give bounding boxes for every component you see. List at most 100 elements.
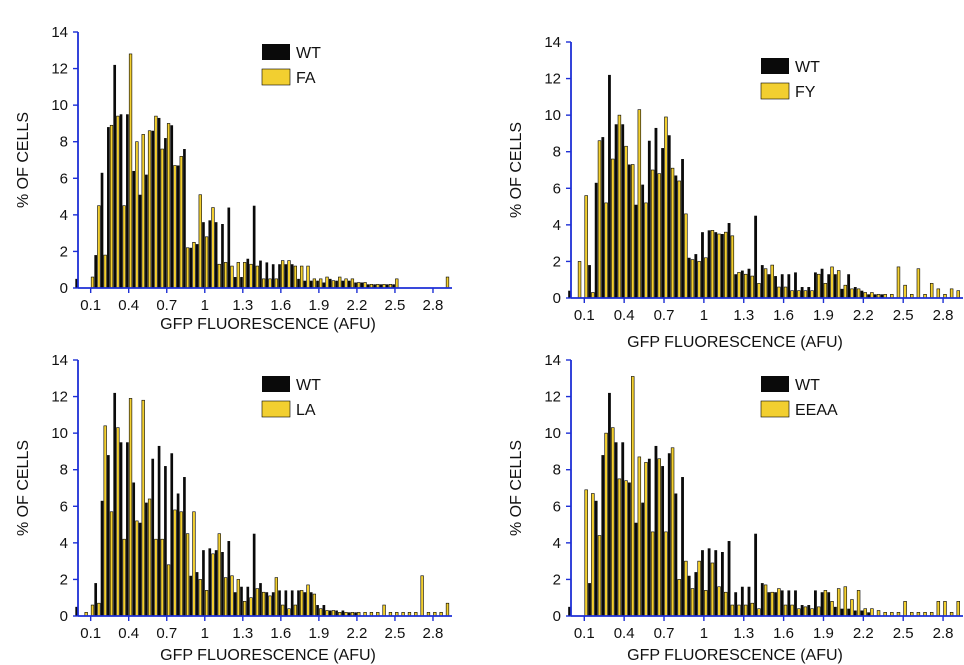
bar-wt-34 — [303, 280, 307, 288]
bar-wt-23 — [734, 274, 738, 298]
x-tick-label: 0.7 — [156, 625, 177, 642]
bar-fa-11 — [160, 148, 164, 289]
bar-wt-39 — [840, 288, 844, 298]
bar-wt-0 — [75, 606, 78, 616]
bar-eeaa-41 — [856, 590, 861, 617]
bar-wt-17 — [694, 254, 698, 298]
bar-wt-0 — [568, 290, 571, 298]
y-tick-label: 0 — [553, 608, 561, 625]
bar-wt-8 — [634, 522, 638, 616]
bar-wt-9 — [145, 174, 148, 288]
x-tick-label: 0.1 — [574, 307, 595, 324]
y-tick-label: 14 — [544, 352, 561, 369]
bar-eeaa-20 — [717, 586, 721, 617]
bar-wt-37 — [322, 605, 326, 616]
bar-wt-28 — [767, 274, 771, 298]
bar-la-14 — [173, 509, 177, 617]
bar-la-6 — [122, 538, 126, 617]
bar-wt-30 — [780, 274, 784, 298]
x-tick-label: 0.1 — [80, 297, 101, 314]
bar-eeaa-8 — [637, 456, 642, 617]
bar-wt-7 — [132, 482, 136, 616]
bar-fa-48 — [395, 278, 399, 289]
x-tick-label: 1 — [700, 307, 708, 324]
legend: WT FY — [760, 58, 820, 101]
bar-wt-20 — [214, 550, 218, 616]
bar-eeaa-14 — [677, 579, 681, 617]
bar-wt-18 — [202, 550, 205, 616]
bar-fy-25 — [743, 273, 748, 299]
bar-fa-7 — [135, 141, 139, 289]
bar-fy-39 — [836, 270, 841, 299]
bar-wt-14 — [674, 175, 678, 298]
bar-wt-24 — [240, 277, 243, 288]
x-tick-label: 1.6 — [270, 297, 291, 314]
bar-fy-35 — [810, 290, 814, 299]
bar-wt-32 — [794, 272, 797, 298]
bar-wt-18 — [202, 222, 205, 288]
bar-eeaa-13 — [670, 447, 675, 617]
x-tick-label: 0.4 — [118, 297, 139, 314]
bar-wt-8 — [634, 204, 638, 298]
bar-wt-25 — [246, 258, 250, 288]
bar-wt-1 — [588, 265, 591, 298]
bar-wt-38 — [328, 278, 332, 288]
bar-eeaa-38 — [836, 588, 841, 617]
bar-fa-16 — [192, 241, 196, 289]
bar-wt-43 — [867, 294, 870, 298]
bar-fy-49 — [903, 284, 907, 299]
bar-wt-13 — [170, 453, 174, 616]
legend-label-eeaa: EEAA — [795, 402, 838, 419]
bar-eeaa-28 — [770, 591, 774, 617]
y-axis-ticks: 0 2 4 6 8 10 12 14 — [544, 352, 571, 625]
bar-wt-16 — [687, 257, 691, 298]
x-tick-label: 0.7 — [654, 625, 675, 642]
x-tick-label: 1.3 — [232, 625, 253, 642]
bar-wt-13 — [667, 453, 671, 616]
x-tick-label: 1.3 — [232, 297, 253, 314]
y-tick-label: 2 — [60, 571, 68, 588]
y-tick-label: 10 — [51, 425, 68, 442]
bar-wt-40 — [847, 608, 851, 616]
legend-label-wt: WT — [296, 45, 321, 62]
x-tick-label: 1.6 — [773, 307, 794, 324]
bar-la-9 — [141, 399, 145, 617]
y-tick-label: 2 — [553, 571, 561, 588]
bar-wt-5 — [614, 124, 618, 298]
y-tick-label: 2 — [60, 243, 68, 260]
legend-label-la: LA — [296, 402, 316, 419]
bar-fy-3 — [597, 140, 602, 299]
bar-wt-11 — [157, 117, 161, 288]
bar-la-19 — [204, 590, 209, 617]
bar-fy-24 — [737, 272, 741, 299]
bar-wt-1 — [94, 583, 98, 616]
bar-wt-42 — [860, 290, 864, 298]
bar-eeaa-26 — [757, 608, 761, 617]
bar-wt-22 — [727, 223, 731, 298]
bar-wt-25 — [246, 586, 250, 616]
bar-wt-16 — [189, 575, 193, 616]
bar-wt-41 — [853, 610, 857, 616]
bar-la-32 — [287, 608, 291, 617]
legend-swatch-wt — [761, 376, 789, 392]
bar-wt-28 — [767, 592, 771, 616]
y-tick-label: 12 — [51, 389, 68, 406]
legend-swatch-fa — [261, 68, 291, 86]
bar-fy-23 — [730, 235, 735, 299]
x-tick-label: 1 — [201, 297, 209, 314]
bar-fa-34 — [306, 265, 310, 289]
x-tick-label: 2.2 — [346, 297, 367, 314]
bar-wt-44 — [873, 294, 877, 298]
bar-wt-7 — [627, 482, 631, 616]
bar-wt-43 — [867, 612, 870, 616]
bar-la-7 — [128, 398, 133, 617]
y-axis-title: % OF CELLS — [508, 122, 525, 218]
bar-fy-9 — [637, 109, 642, 299]
bar-fa-26 — [255, 265, 259, 289]
bar-eeaa-43 — [870, 608, 874, 617]
bar-wt-41 — [347, 612, 351, 616]
y-tick-label: 4 — [553, 535, 561, 552]
bar-la-22 — [224, 577, 228, 617]
bar-wt-42 — [354, 612, 357, 616]
x-axis-title: GFP FLUORESCENCE (AFU) — [627, 647, 843, 664]
